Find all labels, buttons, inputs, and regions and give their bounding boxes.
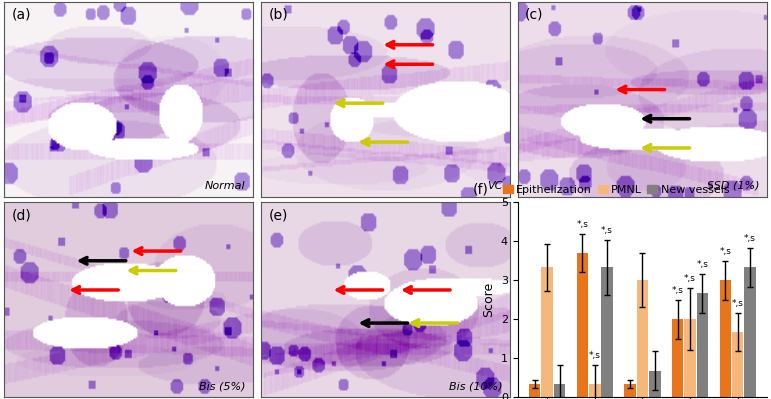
Text: *,s: *,s	[744, 234, 756, 243]
Bar	[577, 253, 588, 397]
Bar	[601, 267, 613, 397]
Text: Normal: Normal	[205, 181, 246, 191]
Text: (b): (b)	[268, 8, 288, 22]
Bar	[719, 280, 731, 397]
Text: SSD (1%): SSD (1%)	[707, 181, 759, 191]
Bar	[649, 371, 661, 397]
Legend: Epithelization, PMNL, New vessels: Epithelization, PMNL, New vessels	[498, 181, 734, 200]
Text: *,s: *,s	[719, 247, 731, 256]
Text: (c): (c)	[525, 8, 544, 22]
Text: *,s: *,s	[601, 227, 613, 235]
Text: (a): (a)	[12, 8, 31, 22]
Bar	[672, 319, 683, 397]
Y-axis label: Score: Score	[483, 282, 495, 317]
Text: (f): (f)	[473, 183, 489, 197]
Bar	[625, 384, 636, 397]
Bar	[697, 293, 709, 397]
Text: *,s: *,s	[696, 260, 709, 269]
Text: (e): (e)	[268, 208, 288, 222]
Text: Bis (5%): Bis (5%)	[200, 381, 246, 391]
Text: *,s: *,s	[589, 351, 601, 360]
Bar	[554, 384, 565, 397]
Bar	[744, 267, 756, 397]
Text: VC: VC	[487, 181, 503, 191]
Bar	[529, 384, 540, 397]
Text: *,s: *,s	[672, 286, 684, 295]
Text: (d): (d)	[12, 208, 31, 222]
Bar	[732, 332, 743, 397]
Bar	[637, 280, 648, 397]
Text: Bis (10%): Bis (10%)	[449, 381, 503, 391]
Bar	[685, 319, 695, 397]
Bar	[589, 384, 601, 397]
Text: *,s: *,s	[684, 275, 696, 283]
Bar	[541, 267, 553, 397]
Text: *,s: *,s	[732, 299, 744, 308]
Text: *,s: *,s	[577, 220, 588, 229]
